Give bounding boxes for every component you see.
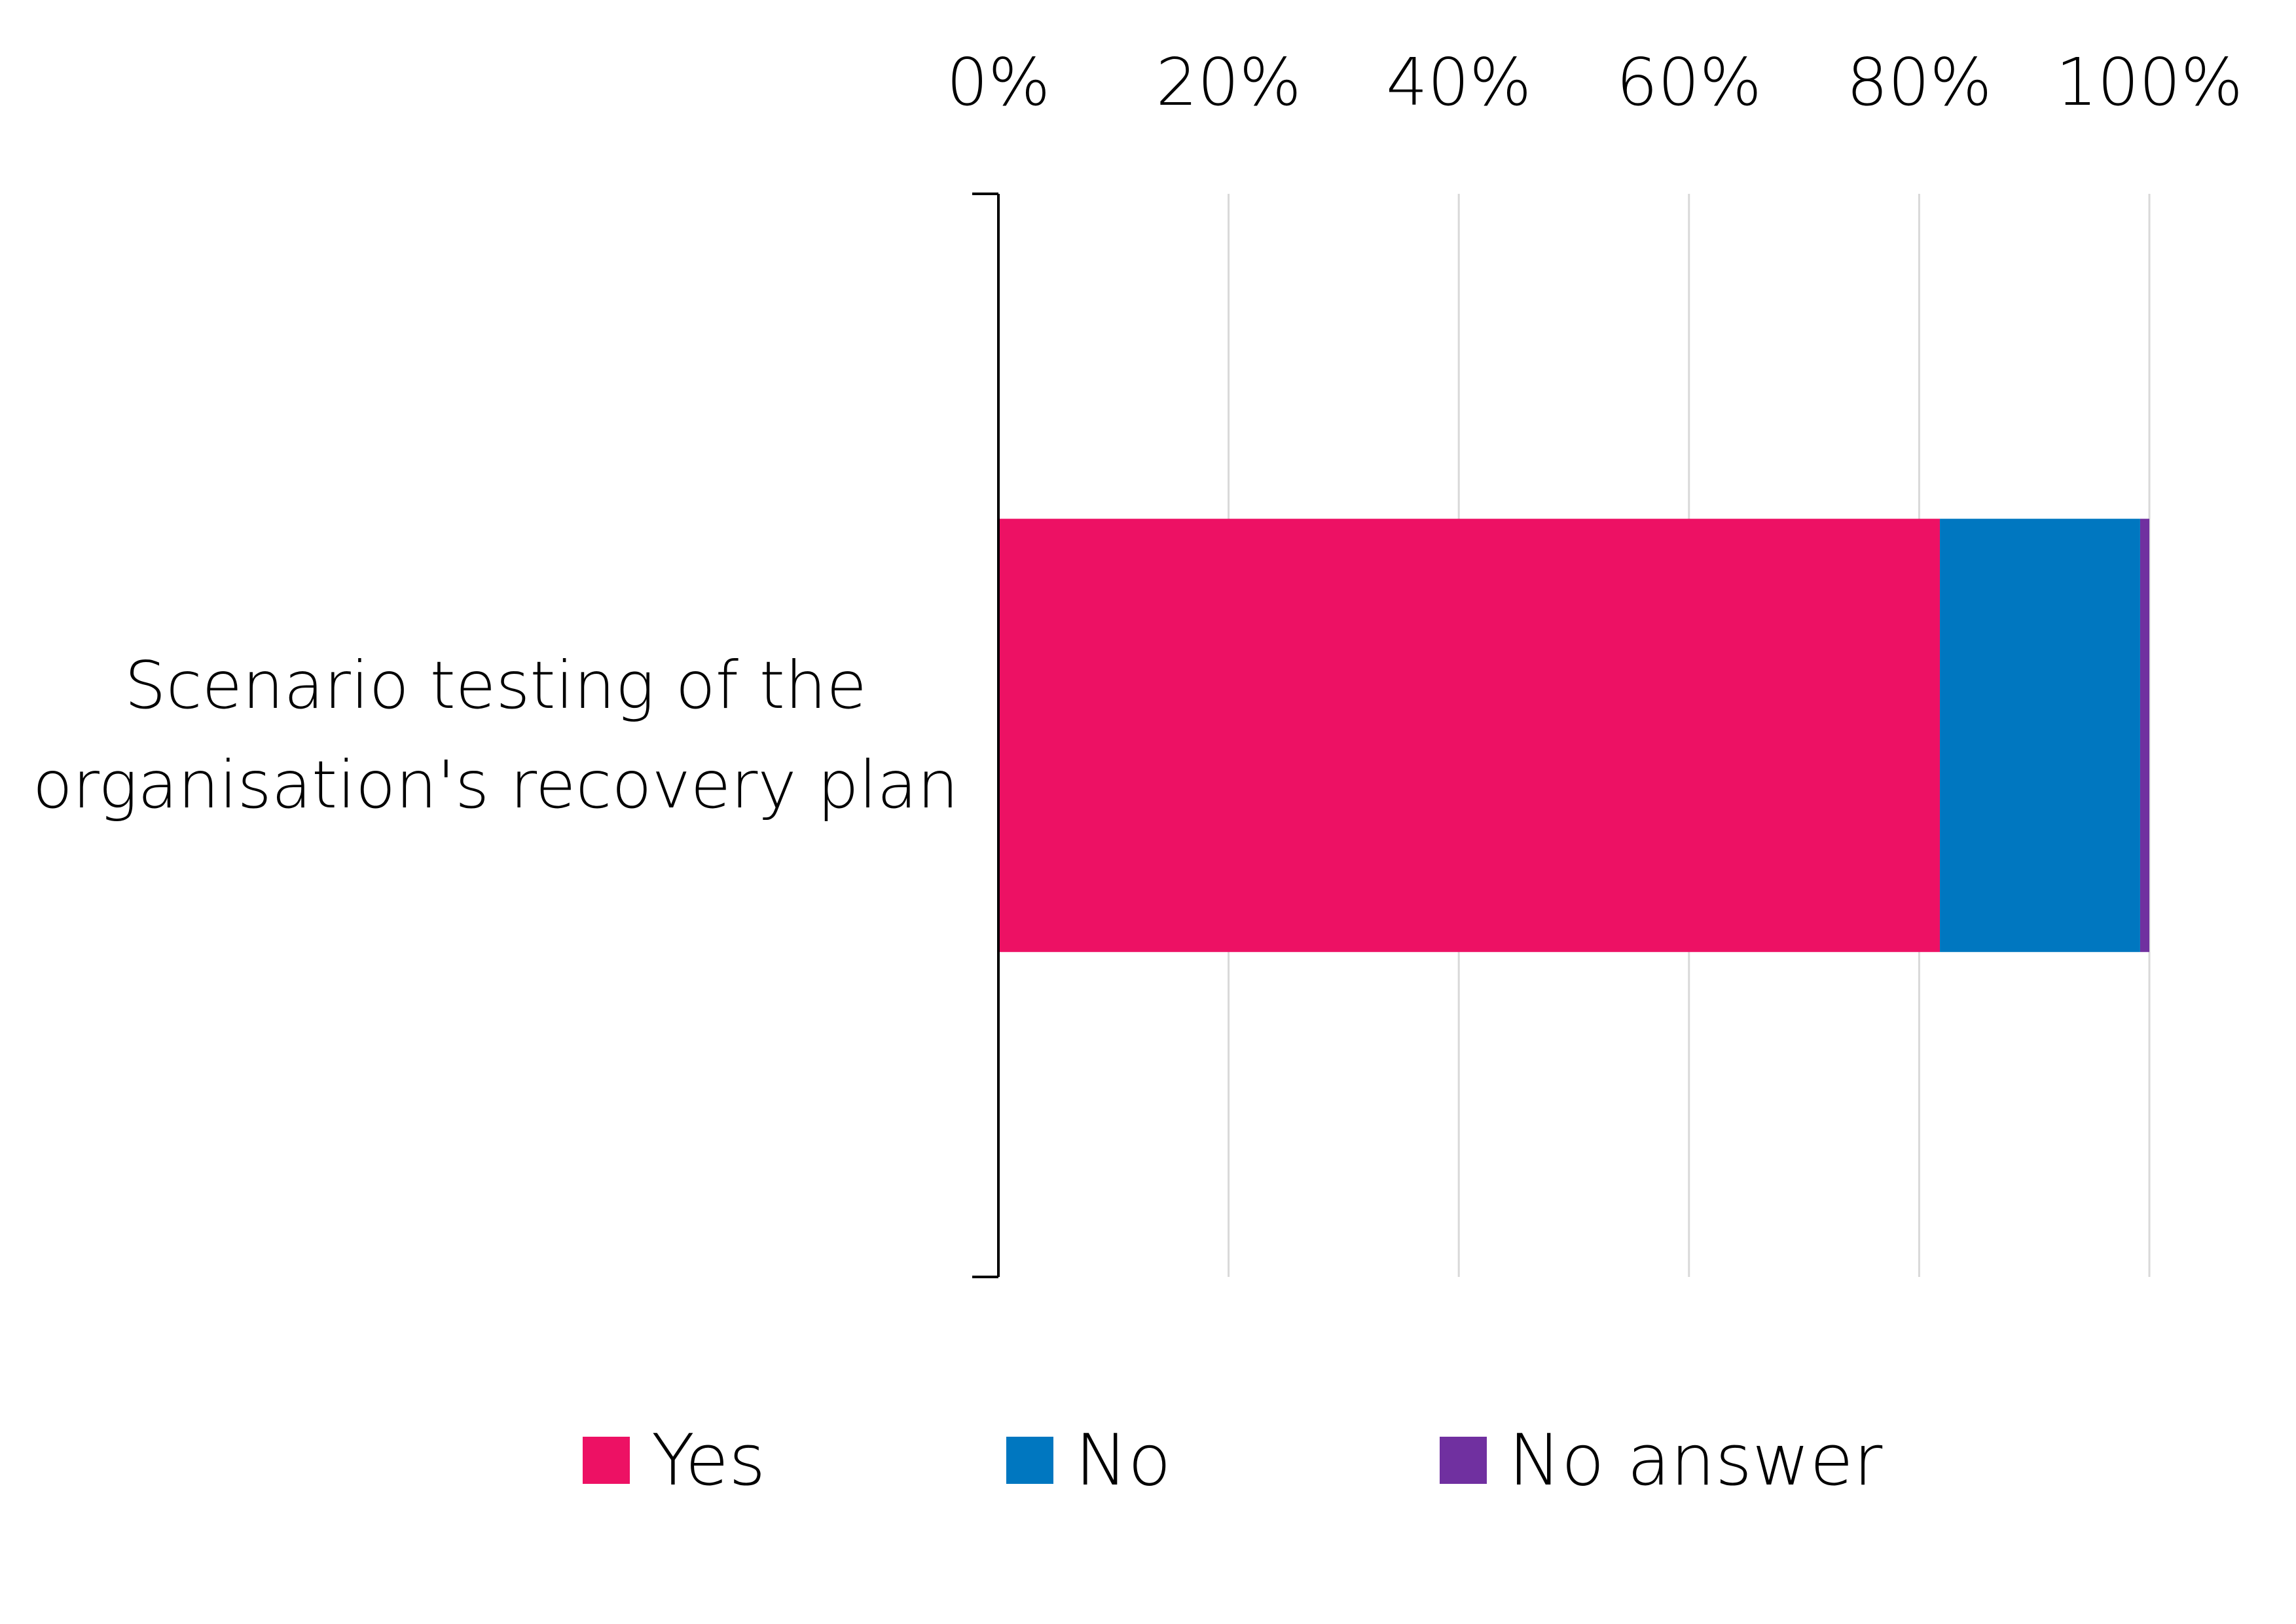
legend-swatch xyxy=(583,1437,630,1484)
bar-segment-no xyxy=(1940,519,2140,952)
legend-label: Yes xyxy=(651,1420,765,1502)
legend-item: No xyxy=(1006,1420,1171,1502)
bar-segment-yes xyxy=(998,519,1941,952)
x-tick-label: 20% xyxy=(1156,44,1301,120)
x-tick-labels: 0% 20% 40% 60% 80% 100% xyxy=(947,44,2243,120)
legend-item: Yes xyxy=(583,1420,765,1502)
legend-swatch xyxy=(1006,1437,1053,1484)
legend-swatch xyxy=(1440,1437,1487,1484)
category-label: Scenario testing of the organisation's re… xyxy=(33,647,959,823)
legend-label: No xyxy=(1075,1420,1171,1502)
x-tick-label: 60% xyxy=(1616,44,1762,120)
x-tick-label: 80% xyxy=(1846,44,1992,120)
legend-item: No answer xyxy=(1440,1420,1883,1502)
x-tick-label: 40% xyxy=(1386,44,1531,120)
legend: Yes No No answer xyxy=(583,1420,1883,1502)
category-labels: Scenario testing of the organisation's re… xyxy=(33,647,959,823)
x-tick-label: 100% xyxy=(2056,44,2243,120)
legend-label: No answer xyxy=(1508,1420,1883,1502)
bars xyxy=(998,519,2149,952)
bar-segment-no-answer xyxy=(2140,519,2149,952)
x-tick-label: 0% xyxy=(947,44,1051,120)
category-axis xyxy=(972,193,1000,1278)
